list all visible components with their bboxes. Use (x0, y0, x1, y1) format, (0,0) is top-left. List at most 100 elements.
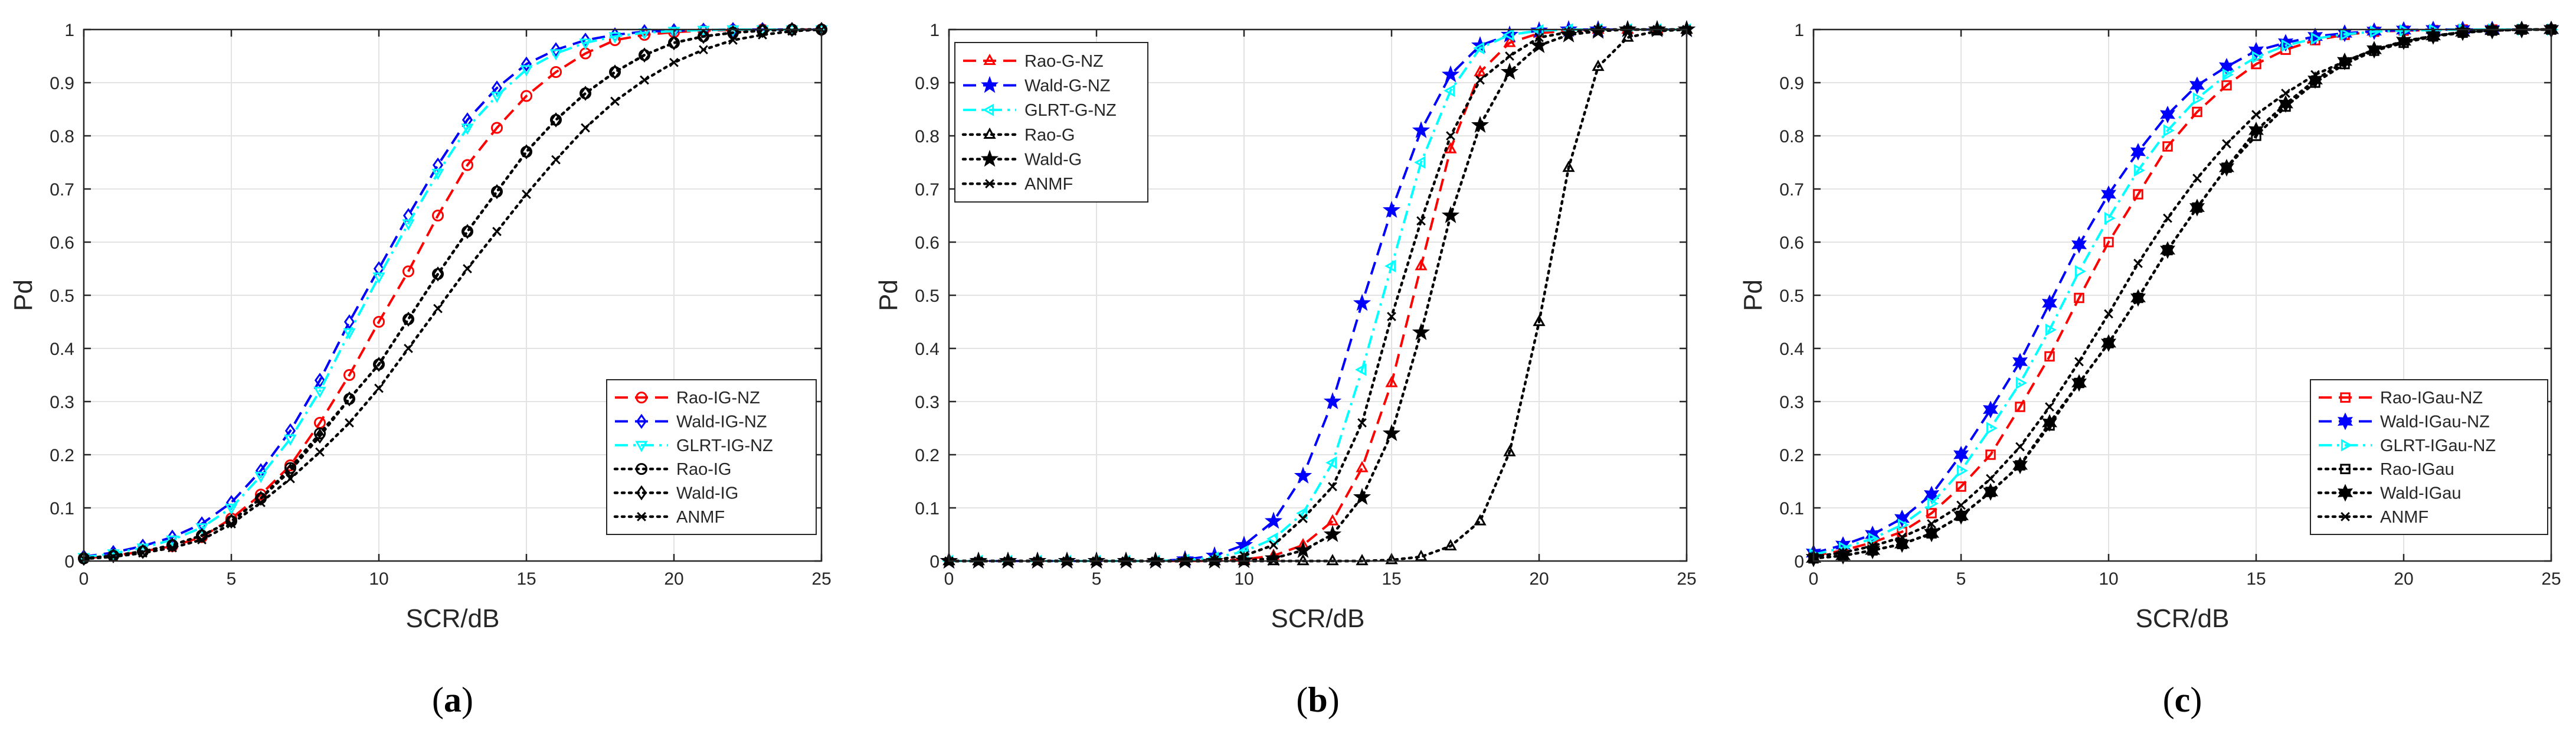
data-point (1505, 51, 1514, 61)
data-point (1414, 156, 1426, 169)
series-ANMF (79, 25, 826, 564)
data-point (1353, 294, 1372, 311)
legend-label: Wald-IGau (2380, 484, 2462, 503)
data-point (2130, 143, 2146, 161)
data-point (581, 123, 590, 133)
data-point (373, 357, 385, 372)
data-point (432, 266, 444, 282)
data-point (343, 369, 355, 381)
data-point (550, 66, 562, 78)
data-point (463, 264, 472, 273)
data-point (1986, 422, 1998, 435)
data-point (2307, 71, 2323, 89)
data-point (1897, 532, 1907, 542)
y-tick-label: 0.1 (50, 499, 74, 518)
data-point (255, 488, 267, 501)
data-point (668, 35, 680, 51)
data-point (1382, 424, 1401, 441)
series-line (82, 28, 823, 560)
data-point (2310, 70, 2320, 80)
data-point (1356, 554, 1369, 566)
data-point (1474, 65, 1487, 77)
data-point (669, 57, 679, 67)
data-point (138, 548, 148, 558)
x-tick-label: 25 (1677, 569, 1696, 589)
legend-marker (2341, 511, 2350, 521)
data-point (2192, 174, 2202, 183)
data-point (1296, 507, 1308, 520)
data-point (2310, 32, 2322, 45)
data-point (1441, 206, 1460, 223)
data-point (1210, 555, 1219, 565)
x-tick-label: 0 (1809, 569, 1819, 589)
data-point (1441, 65, 1460, 83)
y-tick-label: 1 (929, 21, 940, 40)
data-point (1266, 532, 1278, 545)
legend-marker (2340, 464, 2351, 474)
data-point (2045, 402, 2054, 412)
data-point (343, 391, 355, 407)
data-point (2071, 374, 2087, 392)
data-point (1894, 535, 1910, 553)
data-point (374, 383, 384, 393)
data-point (2133, 189, 2143, 200)
y-tick-label: 0.6 (915, 233, 940, 253)
data-point (490, 92, 503, 103)
x-tick-label: 15 (1382, 569, 1401, 589)
data-point (2133, 164, 2145, 177)
x-tick-label: 10 (369, 569, 388, 589)
data-point (2044, 351, 2055, 362)
data-point (1532, 24, 1544, 37)
y-tick-label: 0.5 (1779, 286, 1804, 306)
data-point (433, 304, 443, 314)
x-tick-label: 20 (2394, 569, 2413, 589)
data-point (1415, 549, 1428, 561)
x-tick-label: 15 (516, 569, 536, 589)
data-point (254, 471, 267, 483)
data-point (1473, 41, 1485, 55)
legend-label: Wald-IG-NZ (676, 413, 767, 432)
legend-label: ANMF (676, 508, 725, 527)
data-point (1475, 75, 1485, 85)
x-tick-label: 0 (944, 569, 954, 589)
x-axis-label: SCR/dB (1271, 604, 1365, 633)
legend-box (954, 42, 1148, 203)
data-point (2189, 76, 2205, 94)
data-point (1471, 116, 1490, 133)
data-point (550, 112, 562, 128)
data-point (2189, 198, 2205, 217)
data-point (2160, 106, 2175, 123)
data-point (1412, 121, 1431, 138)
x-tick-label: 0 (79, 569, 89, 589)
data-point (521, 56, 532, 72)
data-point (256, 498, 266, 507)
data-point (1894, 509, 1910, 528)
data-point (2160, 241, 2175, 259)
data-point (1868, 541, 1877, 551)
data-point (1503, 445, 1516, 456)
y-tick-label: 0.6 (50, 233, 74, 253)
legend-label: Rao-IG (676, 460, 731, 479)
legend-label: GLRT-G-NZ (1024, 101, 1117, 120)
data-point (521, 90, 532, 102)
data-point (2399, 24, 2411, 37)
data-point (2074, 292, 2084, 304)
legend-label: Rao-IGau (2380, 460, 2454, 479)
data-point (461, 123, 474, 135)
y-tick-label: 0.4 (915, 340, 940, 359)
data-point (1503, 28, 1514, 41)
data-point (1444, 142, 1457, 154)
data-point (1415, 259, 1428, 270)
legend-marker (636, 392, 647, 404)
data-point (728, 35, 738, 45)
data-point (2248, 122, 2264, 139)
data-point (758, 30, 767, 40)
data-point (1357, 418, 1367, 428)
data-point (2012, 353, 2028, 371)
data-point (432, 210, 444, 221)
y-tick-label: 0.5 (915, 286, 940, 306)
data-point (1385, 376, 1398, 387)
x-tick-label: 10 (1234, 569, 1253, 589)
data-point (2369, 45, 2379, 55)
data-point (1500, 63, 1519, 80)
